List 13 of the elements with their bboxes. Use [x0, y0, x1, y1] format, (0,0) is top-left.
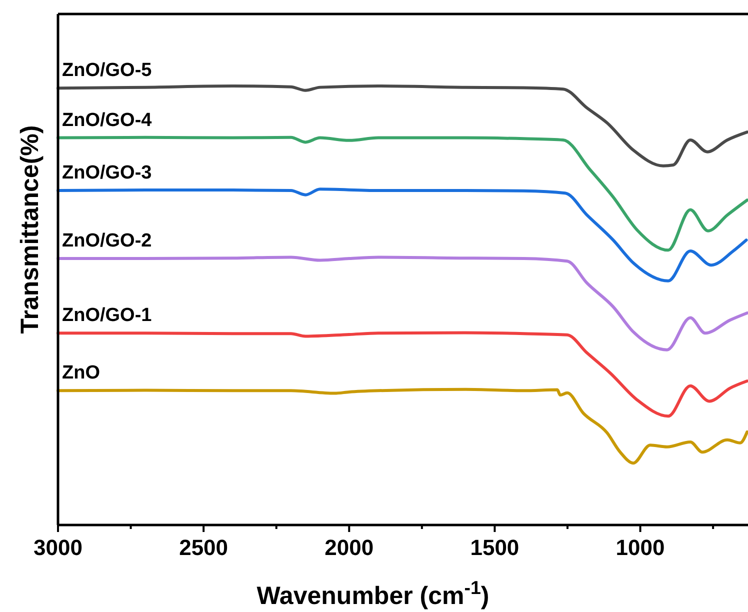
- x-tick-label: 1500: [470, 535, 520, 560]
- x-tick-label: 2000: [324, 535, 374, 560]
- y-axis-title: Transmittance(%): [16, 125, 44, 334]
- series-label: ZnO/GO-2: [62, 230, 152, 252]
- series-label: ZnO: [62, 362, 100, 384]
- x-tick-label: 1000: [616, 535, 665, 560]
- series-label: ZnO/GO-5: [62, 60, 152, 82]
- series-label: ZnO/GO-4: [62, 110, 152, 131]
- x-tick-label: 2500: [179, 535, 228, 560]
- series-label: ZnO/GO-3: [62, 162, 152, 184]
- x-tick-label: 3000: [34, 535, 82, 560]
- x-axis-title: Wavenumber (cm$^{-1}$): [256, 576, 490, 610]
- series-label: ZnO/GO-1: [62, 305, 152, 326]
